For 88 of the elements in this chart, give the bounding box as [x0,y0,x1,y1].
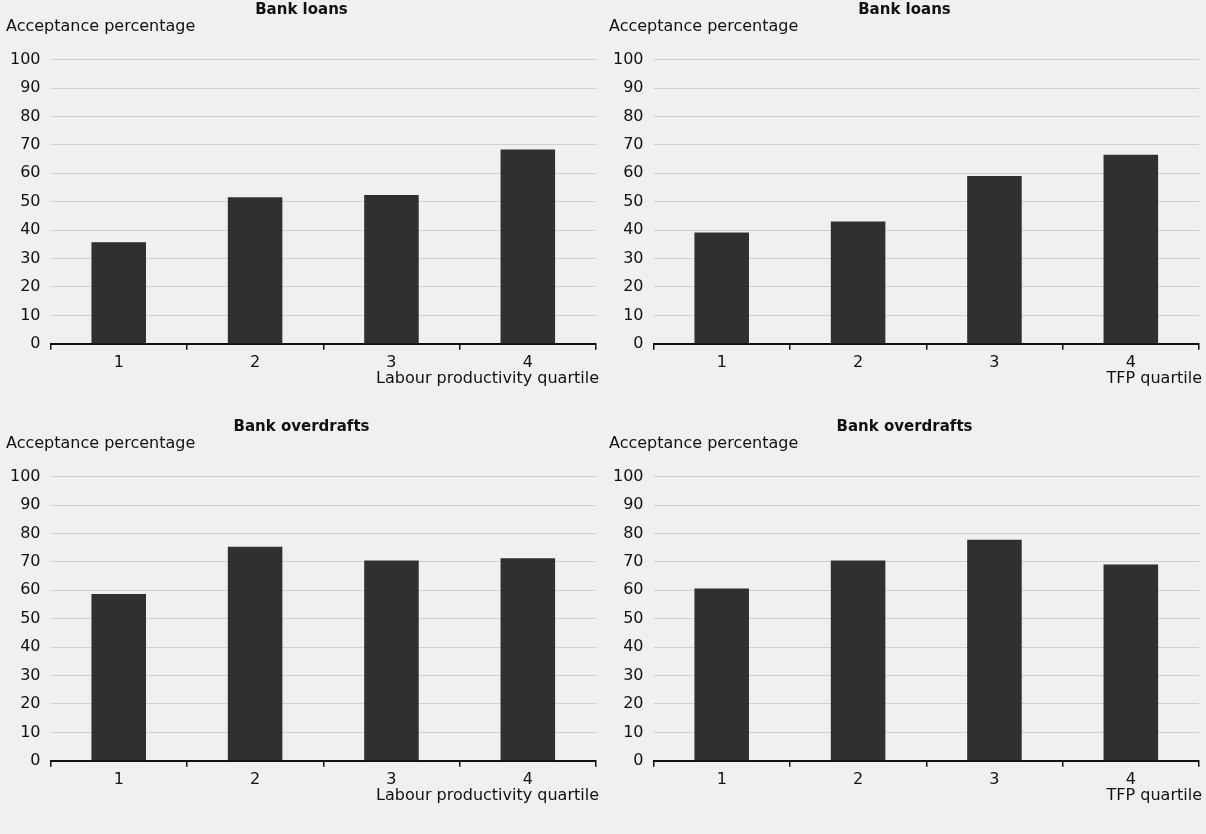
chart-title: Bank loans [858,0,951,18]
y-tick-label: 40 [20,636,41,656]
x-tick-label: 3 [386,351,397,371]
y-tick-label: 60 [20,579,41,599]
y-tick-label: 50 [623,607,644,627]
y-axis-title: Acceptance percentage [609,16,799,35]
y-tick-label: 60 [623,579,644,599]
y-tick-label: 80 [623,105,644,125]
y-tick-label: 10 [20,304,41,324]
y-tick-label: 70 [623,134,644,154]
bar [830,560,886,761]
bar [830,221,886,344]
y-tick-label: 20 [623,276,644,296]
bar [1103,154,1159,344]
bar [500,149,556,344]
y-tick-label: 60 [20,162,41,182]
bar [227,546,283,761]
y-tick-label: 50 [623,190,644,210]
y-tick-label: 100 [9,465,41,485]
x-axis-title: TFP quartile [1106,368,1202,387]
x-axis-title: Labour productivity quartile [376,368,599,387]
y-tick-label: 10 [20,721,41,741]
x-tick-label: 2 [852,351,864,371]
y-axis-title: Acceptance percentage [6,16,196,35]
y-tick-label: 70 [20,551,41,571]
y-tick-label: 30 [20,664,41,684]
bar [91,242,146,344]
y-tick-label: 80 [623,522,644,542]
chart-title: Bank loans [255,0,348,18]
x-tick-label: 3 [989,351,1000,371]
y-tick-label: 30 [20,247,41,267]
y-tick-label: 20 [20,276,41,296]
x-tick-label: 1 [716,351,727,371]
bar [967,176,1022,344]
chart-title: Bank overdrafts [233,417,370,435]
x-tick-label: 2 [852,768,864,788]
x-tick-label: 4 [522,768,533,788]
y-tick-label: 100 [612,465,644,485]
y-tick-label: 0 [30,749,41,769]
y-tick-label: 0 [633,749,644,769]
x-tick-label: 1 [113,768,124,788]
bar [694,232,749,344]
x-tick-label: 1 [113,351,124,371]
bar [694,588,749,761]
y-axis-title: Acceptance percentage [6,433,196,452]
y-tick-label: 80 [20,105,41,125]
x-tick-label: 4 [1125,768,1136,788]
y-tick-label: 20 [20,693,41,713]
y-tick-label: 50 [20,190,41,210]
y-tick-label: 20 [623,693,644,713]
y-tick-label: 90 [20,77,41,97]
y-tick-label: 70 [20,134,41,154]
y-tick-label: 60 [623,162,644,182]
x-tick-label: 2 [249,351,261,371]
bar [967,539,1022,761]
y-tick-label: 90 [20,494,41,514]
x-tick-label: 4 [1125,351,1136,371]
bar [91,593,146,761]
y-tick-label: 40 [20,219,41,239]
x-axis-title: TFP quartile [1106,785,1202,804]
y-tick-label: 80 [20,522,41,542]
bar [364,560,419,761]
chart-title: Bank overdrafts [836,417,973,435]
bar [500,558,556,761]
y-tick-label: 10 [623,721,644,741]
y-tick-label: 40 [623,636,644,656]
bar [364,194,419,344]
y-tick-label: 70 [623,551,644,571]
y-tick-label: 90 [623,494,644,514]
x-tick-label: 1 [716,768,727,788]
x-tick-label: 3 [386,768,397,788]
y-tick-label: 100 [612,48,644,68]
x-tick-label: 4 [522,351,533,371]
y-tick-label: 0 [633,332,644,352]
y-axis-title: Acceptance percentage [609,433,799,452]
bar [227,197,283,344]
x-tick-label: 3 [989,768,1000,788]
y-tick-label: 30 [623,664,644,684]
y-tick-label: 90 [623,77,644,97]
bar [1103,564,1159,761]
y-tick-label: 0 [30,332,41,352]
y-tick-label: 10 [623,304,644,324]
y-tick-label: 100 [9,48,41,68]
y-tick-label: 50 [20,607,41,627]
y-tick-label: 40 [623,219,644,239]
x-axis-title: Labour productivity quartile [376,785,599,804]
x-tick-label: 2 [249,768,261,788]
y-tick-label: 30 [623,247,644,267]
